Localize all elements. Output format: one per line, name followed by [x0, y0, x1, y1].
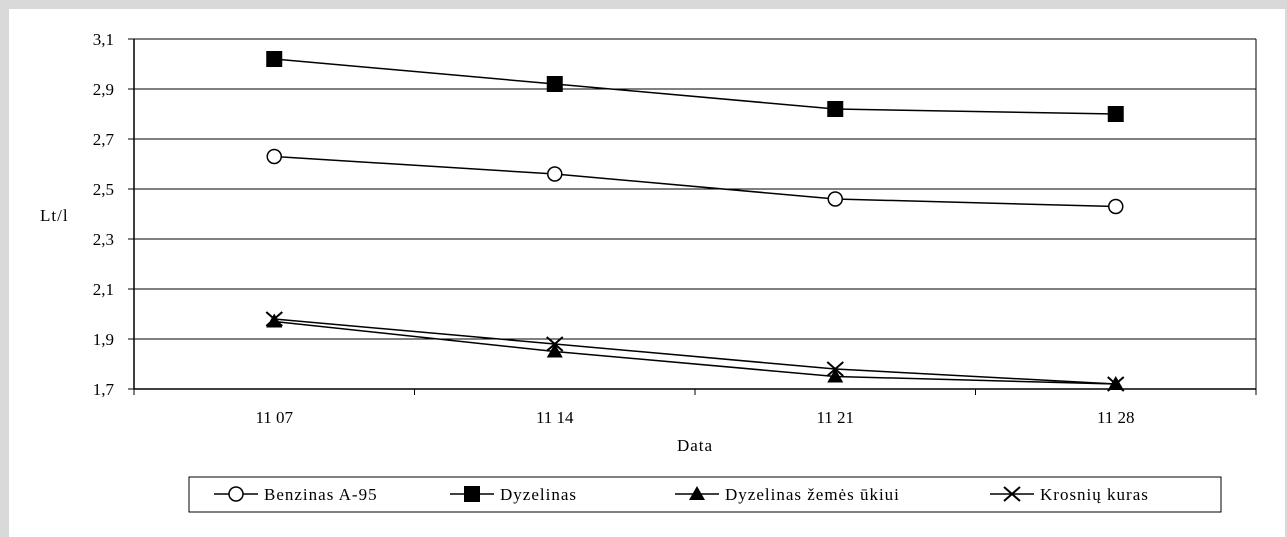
y-tick-label: 2,5 — [93, 180, 114, 199]
data-point — [266, 313, 283, 328]
data-point — [827, 191, 843, 207]
data-point — [1107, 376, 1125, 392]
legend: Benzinas A-95 Dyzelinas Dyzelinas žemės ūk… — [188, 476, 1222, 513]
legend-item: Dyzelinas — [450, 485, 577, 504]
data-point — [464, 486, 480, 502]
legend-item: Benzinas A-95 — [214, 485, 378, 504]
gridlines — [134, 38, 1256, 390]
axes — [128, 38, 1257, 395]
y-tick-label: 2,9 — [93, 80, 114, 99]
data-point — [827, 101, 844, 117]
legend-label: Dyzelinas — [500, 485, 577, 504]
series-0 — [266, 148, 1124, 215]
legend-label: Dyzelinas žemės ūkiui — [725, 485, 900, 504]
series-line — [274, 318, 1116, 385]
legend-item: Dyzelinas žemės ūkiui — [675, 485, 900, 504]
x-tick-label: 11 28 — [1097, 408, 1135, 427]
y-axis-title: Lt/l — [40, 206, 69, 225]
x-tick-label: 11 07 — [255, 408, 293, 427]
legend-item: Krosnių kuras — [990, 485, 1149, 504]
series-group — [265, 51, 1125, 392]
data-point — [228, 486, 244, 502]
y-tick-label: 1,7 — [93, 380, 115, 399]
data-point — [266, 51, 283, 67]
data-point — [546, 343, 563, 358]
data-point — [547, 166, 563, 182]
series-line — [274, 155, 1116, 208]
data-point — [1003, 486, 1021, 502]
y-tick-label: 3,1 — [93, 30, 114, 49]
y-tick-label: 2,7 — [93, 130, 115, 149]
data-point — [689, 486, 705, 500]
data-point — [546, 336, 564, 352]
series-3 — [265, 311, 1125, 392]
data-point — [1107, 106, 1124, 122]
data-point — [266, 148, 282, 165]
x-tick-label: 11 21 — [816, 408, 854, 427]
y-tick-labels: 1,7 1,9 2,1 2,3 2,5 2,7 2,9 3,1 — [93, 30, 115, 399]
y-tick-label: 2,1 — [93, 280, 114, 299]
data-point — [265, 311, 283, 327]
data-point — [826, 361, 844, 377]
data-point — [1108, 198, 1124, 215]
y-tick-label: 1,9 — [93, 330, 114, 349]
series-line — [274, 320, 1116, 385]
x-tick-label: 11 14 — [536, 408, 574, 427]
legend-label: Benzinas A-95 — [264, 485, 378, 504]
data-point — [546, 76, 563, 92]
x-axis-title: Data — [677, 436, 713, 455]
y-tick-label: 2,3 — [93, 230, 114, 249]
data-point — [827, 368, 844, 383]
series-2 — [266, 313, 1124, 390]
legend-label: Krosnių kuras — [1040, 485, 1149, 504]
x-tick-labels: 11 07 11 14 11 21 11 28 — [255, 408, 1134, 427]
series-line — [274, 58, 1116, 115]
series-1 — [266, 51, 1124, 122]
